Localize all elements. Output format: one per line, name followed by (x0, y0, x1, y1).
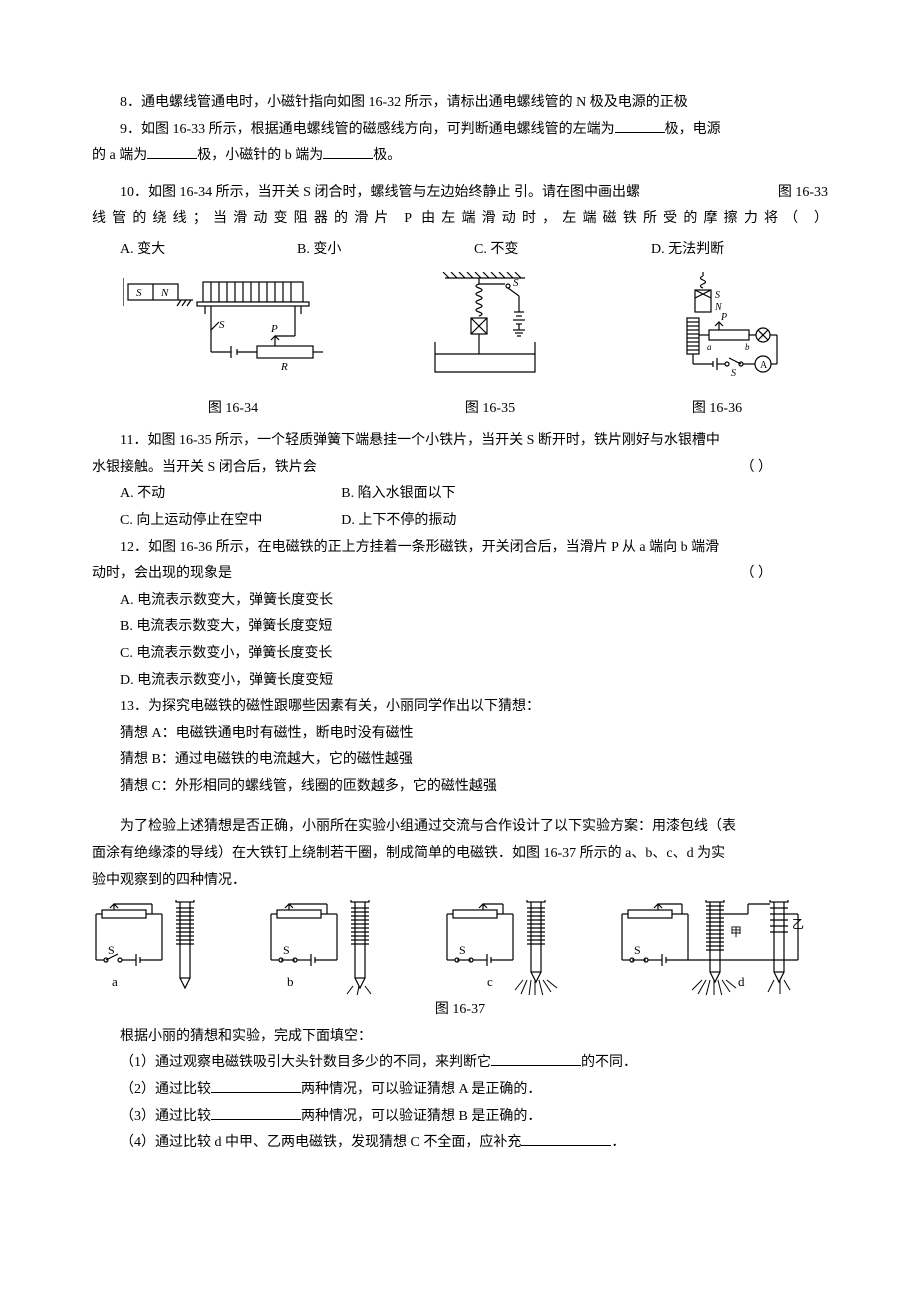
q8-text: 8．通电螺线管通电时，小磁针指向如图 16-32 所示，请标出通电螺线管的 N … (92, 90, 828, 117)
fig37-d: S 甲 乙 d (618, 900, 828, 995)
q13-intro: 13．为探究电磁铁的磁性跟哪些因素有关，小丽同学作出以下猜想： (92, 694, 828, 721)
q9-blank2[interactable] (147, 144, 197, 159)
q13-sub3-blank[interactable] (211, 1105, 301, 1120)
fig-16-34: S N S P R (123, 272, 343, 392)
q9-mid1: 极，电源 (665, 122, 721, 137)
q13-sub1-blank[interactable] (491, 1051, 581, 1066)
fig37-c: S c (443, 900, 593, 995)
q12-line2a: 动时，会出现的现象是 (92, 561, 232, 588)
q10-line1a: 10．如图 16-34 所示，当开关 S 闭合时，螺线管与左边始终静止 (120, 185, 510, 200)
q9-mid2: 的 a 端为 (92, 148, 147, 163)
q10-options: A. 变大 B. 变小 C. 不变 D. 无法判断 (92, 237, 828, 264)
q13-guess-b: 猜想 B：通过电磁铁的电流越大，它的磁性越强 (92, 747, 828, 774)
q13-sub2b: 两种情况，可以验证猜想 A 是正确的． (301, 1082, 541, 1097)
q12-opt-a[interactable]: A. 电流表示数变大，弹簧长度变长 (92, 588, 828, 615)
fig37-c-label: c (487, 974, 493, 989)
q12-line1: 12．如图 16-36 所示，在电磁铁的正上方挂着一条形磁铁，开关闭合后，当滑片… (92, 535, 828, 562)
fig37-d-s: S (634, 943, 641, 957)
q12-opt-d[interactable]: D. 电流表示数变小，弹簧长度变短 (92, 668, 828, 695)
fig34-caption: 图 16-34 (123, 396, 343, 423)
q12-opt-c[interactable]: C. 电流表示数变小，弹簧长度变长 (92, 641, 828, 668)
q12-paren[interactable]: （ ） (741, 561, 829, 588)
fig34-label-switch: S (219, 319, 225, 331)
q13-guess-c: 猜想 C：外形相同的螺线管，线圈的匝数越多，它的磁性越强 (92, 774, 828, 801)
q13-sub3a: （3）通过比较 (120, 1109, 211, 1124)
fig36-label-p: P (720, 312, 727, 323)
fig36-label-switch: S (731, 368, 736, 379)
fig-caption-row: 图 16-34 图 16-35 图 16-36 (92, 396, 828, 423)
fig36-label-b: b (745, 342, 750, 352)
fig37-b: S b (267, 900, 417, 995)
q13-sub1b: 的不同． (581, 1055, 637, 1070)
fig37-a-s: S (108, 943, 115, 957)
q13-sub1: （1）通过观察电磁铁吸引大头针数目多少的不同，来判断它 的不同． (92, 1050, 828, 1077)
q13-sub2: （2）通过比较 两种情况，可以验证猜想 A 是正确的． (92, 1077, 828, 1104)
q10-line1: 图 16-33 10．如图 16-34 所示，当开关 S 闭合时，螺线管与左边始… (92, 180, 828, 207)
q11-options-2: C. 向上运动停止在空中 D. 上下不停的振动 (92, 508, 828, 535)
q12-opt-b[interactable]: B. 电流表示数变大，弹簧长度变短 (92, 614, 828, 641)
fig37-d-jia: 甲 (730, 925, 742, 939)
fig37-a: S a (92, 900, 242, 995)
q9-blank1[interactable] (615, 118, 665, 133)
q13-plan1: 为了检验上述猜想是否正确，小丽所在实验小组通过交流与合作设计了以下实验方案：用漆… (92, 814, 828, 841)
fig37-caption: 图 16-37 (92, 997, 828, 1024)
fig-16-36: S N P a b S A (637, 272, 797, 392)
q9-text: 9．如图 16-33 所示，根据通电螺线管的磁感线方向，可判断通电螺线管的左端为… (92, 117, 828, 144)
q11-line2a: 水银接触。当开关 S 闭合后，铁片会 (92, 455, 317, 482)
q9-text-line2: 的 a 端为 极，小磁针的 b 端为 极。 (92, 143, 828, 170)
q11-opt-d[interactable]: D. 上下不停的振动 (341, 508, 562, 535)
q13-sub4-blank[interactable] (521, 1131, 611, 1146)
q10-line2: 线管的绕线；当滑动变阻器的滑片 P 由左端滑动时，左端磁铁所受的摩擦力将（ ） (92, 206, 828, 233)
q10-opt-d[interactable]: D. 无法判断 (651, 237, 828, 264)
q9-suffix: 极。 (373, 148, 401, 163)
fig36-label-s: S (715, 290, 720, 301)
q10-line1b: 引。请在图中画出螺 (514, 185, 640, 200)
q9-prefix: 9．如图 16-33 所示，根据通电螺线管的磁感线方向，可判断通电螺线管的左端为 (120, 122, 615, 137)
fig-row-34-36: S N S P R (92, 272, 828, 392)
q10-opt-b[interactable]: B. 变小 (297, 237, 474, 264)
q13-sub1a: （1）通过观察电磁铁吸引大头针数目多少的不同，来判断它 (120, 1055, 491, 1070)
fig36-label-ammeter: A (760, 360, 768, 371)
q13-plan2: 面涂有绝缘漆的导线）在大铁钉上绕制若干圈，制成简单的电磁铁．如图 16-37 所… (92, 841, 828, 868)
fig37-b-s: S (283, 943, 290, 957)
fig33-label: 图 16-33 (750, 180, 828, 207)
q12-line2: 动时，会出现的现象是 （ ） (92, 561, 828, 588)
fig35-label-s: S (513, 277, 519, 289)
q11-paren[interactable]: （ ） (741, 455, 829, 482)
q13-sub2a: （2）通过比较 (120, 1082, 211, 1097)
q9-mid3: 极，小磁针的 b 端为 (197, 148, 323, 163)
q13-plan3: 验中观察到的四种情况． (92, 868, 828, 895)
fig34-label-n: N (160, 287, 169, 299)
q11-opt-c[interactable]: C. 向上运动停止在空中 (120, 508, 341, 535)
fig36-caption: 图 16-36 (637, 396, 797, 423)
q10-opt-a[interactable]: A. 变大 (120, 237, 297, 264)
q11-opt-b[interactable]: B. 陷入水银面以下 (341, 481, 562, 508)
q11-line1: 11．如图 16-35 所示，一个轻质弹簧下端悬挂一个小铁片，当开关 S 断开时… (92, 428, 828, 455)
q13-sub4a: （4）通过比较 d 中甲、乙两电磁铁，发现猜想 C 不全面，应补充 (120, 1135, 521, 1150)
fig37-a-label: a (112, 974, 118, 989)
q13-sub3b: 两种情况，可以验证猜想 B 是正确的． (301, 1109, 541, 1124)
fig37-c-s: S (459, 943, 466, 957)
fig37-d-yi: 乙 (792, 917, 804, 931)
q13-guess-a: 猜想 A：电磁铁通电时有磁性，断电时没有磁性 (92, 721, 828, 748)
q11-options-1: A. 不动 B. 陷入水银面以下 (92, 481, 828, 508)
fig34-label-p: P (270, 323, 278, 335)
q11-opt-a[interactable]: A. 不动 (120, 481, 341, 508)
fig35-caption: 图 16-35 (405, 396, 575, 423)
fig37-d-label: d (738, 974, 745, 989)
q11-line2: 水银接触。当开关 S 闭合后，铁片会 （ ） (92, 455, 828, 482)
q13-sub4b: ． (611, 1135, 625, 1150)
q10-opt-c[interactable]: C. 不变 (474, 237, 651, 264)
q13-sub3: （3）通过比较 两种情况，可以验证猜想 B 是正确的． (92, 1104, 828, 1131)
q13-sub2-blank[interactable] (211, 1078, 301, 1093)
q9-blank3[interactable] (323, 144, 373, 159)
q13-qintro: 根据小丽的猜想和实验，完成下面填空： (92, 1024, 828, 1051)
fig34-label-s: S (136, 287, 142, 299)
fig36-label-a: a (707, 342, 712, 352)
fig34-label-r: R (280, 361, 288, 373)
q13-sub4: （4）通过比较 d 中甲、乙两电磁铁，发现猜想 C 不全面，应补充 ． (92, 1130, 828, 1157)
fig-16-35: S (405, 272, 575, 392)
fig-16-37-row: S a (92, 900, 828, 995)
fig37-b-label: b (287, 974, 294, 989)
